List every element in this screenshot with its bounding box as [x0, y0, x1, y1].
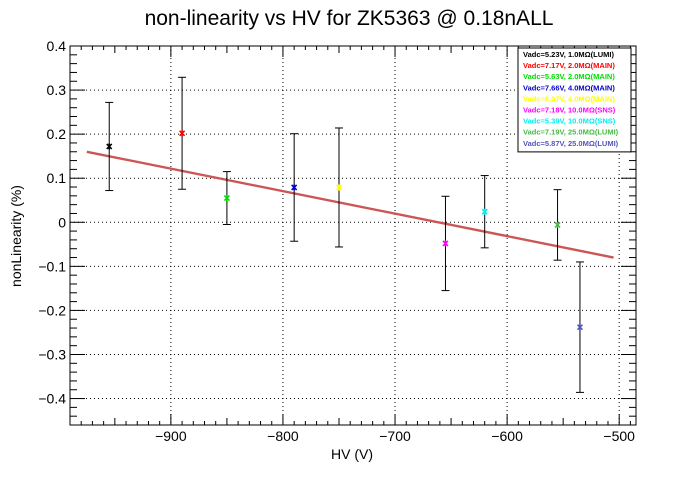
- data-point-group: [222, 171, 231, 225]
- data-point-group: [480, 175, 489, 249]
- fit-line: [86, 150, 614, 259]
- data-point-group: [178, 76, 187, 190]
- data-point-marker: [554, 221, 561, 228]
- legend-entry-label: Vadc=5.39V, 10.0MΩ(SNS): [523, 117, 616, 126]
- y-tick-label: −0.3: [38, 346, 66, 362]
- legend-entry-label: Vadc=5.23V, 1.0MΩ(LUMI): [523, 50, 614, 59]
- legend-entry-label: Vadc=7.66V, 4.0MΩ(MAIN): [523, 83, 615, 92]
- x-axis-title: HV (V): [331, 446, 373, 462]
- data-point-marker: [223, 194, 230, 202]
- legend-entry-label: Vadc=7.19V, 25.0MΩ(LUMI): [523, 128, 619, 137]
- data-point-group: [334, 127, 343, 248]
- fit-line-group: [86, 150, 614, 259]
- y-tick-label: 0.3: [47, 82, 67, 98]
- data-point-marker: [481, 208, 488, 215]
- legend-entry-label: Vadc=7.18V, 10.0MΩ(SNS): [523, 106, 616, 115]
- legend-box: [517, 47, 632, 153]
- legend-entry-label: Vadc=5.87V, 25.0MΩ(LUMI): [523, 139, 619, 148]
- data-point-marker: [335, 184, 343, 191]
- y-tick-label: 0.1: [47, 170, 67, 186]
- y-tick-label: −0.1: [38, 258, 66, 274]
- y-axis-title: nonLinearity (%): [8, 185, 24, 287]
- legend-entry-label: Vadc=6.07V, 4.0MΩ(MAIN): [523, 94, 615, 103]
- data-point-marker: [576, 324, 584, 331]
- plot-frame: [69, 45, 637, 426]
- legend-entry-label: Vadc=7.17V, 2.0MΩ(MAIN): [523, 61, 615, 70]
- data-point-group: [105, 101, 114, 192]
- data-points: [105, 76, 584, 393]
- legend-entry-label: Vadc=5.63V, 2.0MΩ(MAIN): [523, 72, 615, 81]
- x-tick-label: −600: [491, 428, 523, 444]
- chart-title: non-linearity vs HV for ZK5363 @ 0.18nAL…: [145, 7, 554, 30]
- x-tick-label: −500: [603, 428, 635, 444]
- data-point-group: [553, 189, 562, 261]
- x-tick-label: −900: [155, 428, 187, 444]
- y-tick-label: −0.2: [38, 302, 66, 318]
- data-point-marker: [179, 130, 186, 137]
- axis-ticks: −900 −800 −700 −600 −500 0.4 0.3 0.2 0.1 0 −0.1 −0.…: [38, 38, 636, 444]
- x-tick-label: −700: [379, 428, 411, 444]
- data-point-group: [575, 261, 584, 393]
- y-tick-label: 0.2: [47, 126, 67, 142]
- x-tick-label: −800: [267, 428, 299, 444]
- data-point-marker: [106, 143, 113, 150]
- y-tick-label: −0.4: [38, 391, 66, 407]
- data-point-marker: [442, 240, 449, 247]
- data-point-group: [441, 195, 450, 292]
- y-tick-label: 0: [58, 214, 66, 230]
- y-tick-label: 0.4: [47, 38, 67, 54]
- data-point-marker: [291, 184, 298, 191]
- legend: Vadc=5.23V, 1.0MΩ(LUMI) Vadc=7.17V, 2.0MΩ…: [517, 47, 632, 153]
- data-point-group: [290, 133, 299, 242]
